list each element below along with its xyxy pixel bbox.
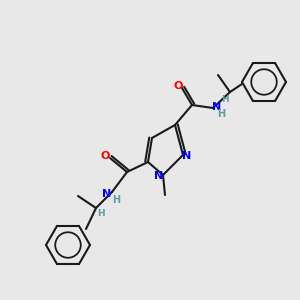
- Text: N: N: [212, 102, 222, 112]
- Text: O: O: [173, 81, 183, 91]
- Text: H: H: [217, 109, 225, 119]
- Text: H: H: [221, 94, 229, 103]
- Text: N: N: [102, 189, 112, 199]
- Text: N: N: [154, 171, 164, 181]
- Text: N: N: [182, 151, 192, 161]
- Text: O: O: [100, 151, 110, 161]
- Text: H: H: [97, 209, 105, 218]
- Text: H: H: [112, 195, 120, 205]
